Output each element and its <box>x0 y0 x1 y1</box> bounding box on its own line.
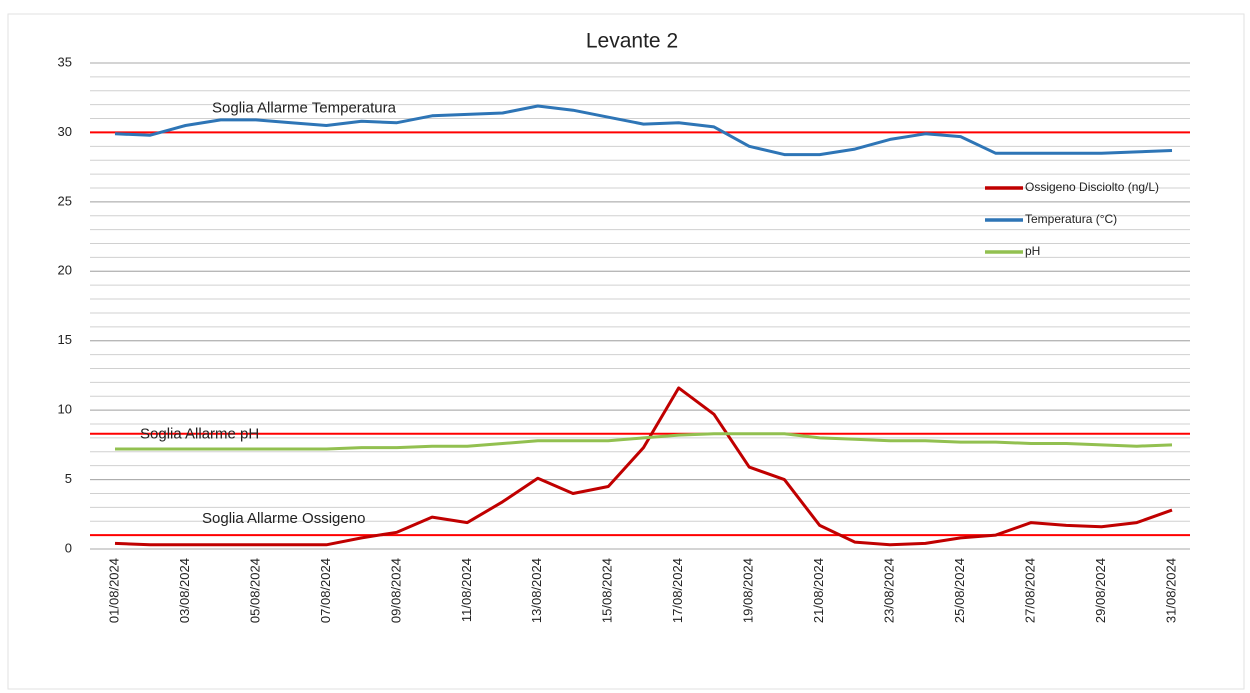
y-tick-label: 5 <box>65 471 72 486</box>
x-tick-label: 17/08/2024 <box>670 558 685 623</box>
y-tick-label: 15 <box>58 332 72 347</box>
x-tick-label: 09/08/2024 <box>388 558 403 623</box>
x-tick-label: 15/08/2024 <box>600 558 615 623</box>
x-tick-label: 25/08/2024 <box>952 558 967 623</box>
y-tick-label: 25 <box>58 193 72 208</box>
chart-title: Levante 2 <box>586 30 678 53</box>
x-tick-label: 19/08/2024 <box>741 558 756 623</box>
x-tick-label: 07/08/2024 <box>318 558 333 623</box>
x-tick-label: 27/08/2024 <box>1023 558 1038 623</box>
legend-label: pH <box>1025 244 1040 258</box>
x-tick-label: 01/08/2024 <box>106 558 121 623</box>
threshold-label: Soglia Allarme pH <box>140 426 259 443</box>
x-tick-label: 11/08/2024 <box>459 558 474 622</box>
threshold-label: Soglia Allarme Ossigeno <box>202 510 365 527</box>
threshold-label: Soglia Allarme Temperatura <box>212 99 397 116</box>
series-line <box>115 432 1173 451</box>
legend-label: Temperatura (°C) <box>1025 212 1117 226</box>
x-tick-label: 13/08/2024 <box>529 558 544 623</box>
y-tick-label: 10 <box>58 402 72 417</box>
x-tick-label: 03/08/2024 <box>177 558 192 623</box>
legend-label: Ossigeno Disciolto (ng/L) <box>1025 180 1159 194</box>
y-tick-label: 0 <box>65 540 72 555</box>
y-tick-label: 30 <box>58 124 72 139</box>
x-tick-label: 29/08/2024 <box>1093 558 1108 623</box>
y-tick-label: 35 <box>58 54 72 69</box>
series-line <box>114 386 1173 547</box>
x-tick-label: 23/08/2024 <box>882 558 897 623</box>
x-tick-label: 05/08/2024 <box>247 558 262 623</box>
y-tick-label: 20 <box>58 263 72 278</box>
x-tick-label: 31/08/2024 <box>1163 558 1178 623</box>
x-tick-label: 21/08/2024 <box>811 558 826 623</box>
series-line <box>114 104 1173 157</box>
chart-frame <box>7 13 1245 690</box>
